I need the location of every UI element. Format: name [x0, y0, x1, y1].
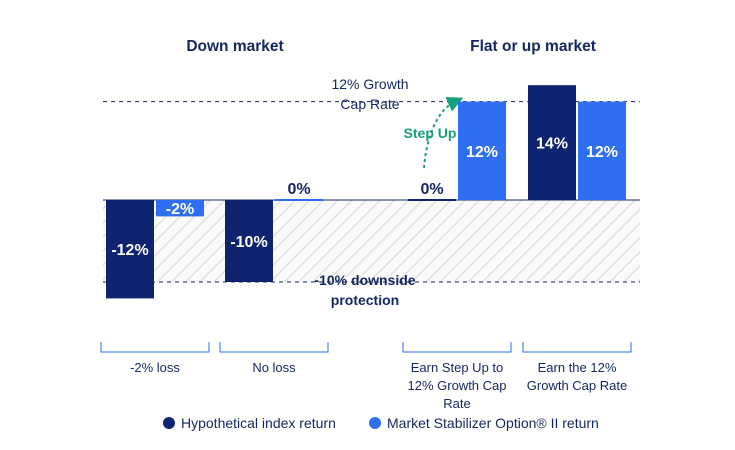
bar-mso-0	[156, 200, 204, 217]
category-brackets-layer	[100, 342, 632, 353]
bar-index-0	[106, 200, 154, 299]
bars-layer	[106, 85, 626, 299]
category-label-0-line0: -2% loss	[130, 360, 180, 375]
bar-label-index-3: 14%	[536, 136, 568, 153]
category-label-2-line2: Rate	[443, 396, 470, 411]
category-bracket-1	[219, 342, 329, 353]
legend: Hypothetical index return Market Stabili…	[163, 415, 599, 431]
bar-mso-2	[458, 101, 506, 200]
group-title-down-market: Down market	[186, 38, 283, 55]
category-label-2-line1: 12% Growth Cap	[408, 378, 507, 393]
downside-label-line2: protection	[331, 292, 399, 308]
category-label-2-line0: Earn Step Up to	[411, 360, 504, 375]
legend-marker-mso	[369, 417, 381, 429]
bar-index-2	[408, 199, 456, 201]
bar-label-mso-0: -2%	[166, 201, 194, 218]
bar-index-1	[225, 200, 273, 282]
legend-label-index: Hypothetical index return	[181, 415, 336, 431]
bar-label-index-1: -10%	[230, 234, 267, 251]
bar-label-mso-3: 12%	[586, 144, 618, 161]
category-label-3-line0: Earn the 12%	[538, 360, 617, 375]
category-bracket-2	[402, 342, 512, 353]
step-up-label: Step Up	[404, 125, 457, 141]
category-labels-layer: -2% loss No loss Earn Step Up to 12% Growth…	[130, 360, 627, 411]
bar-label-mso-1: 0%	[287, 181, 310, 198]
bar-label-index-2: 0%	[420, 181, 443, 198]
downside-label-line1: -10% downside	[314, 272, 415, 288]
bar-label-mso-2: 12%	[466, 144, 498, 161]
legend-label-mso: Market Stabilizer Option® II return	[387, 415, 599, 431]
bar-index-3	[528, 85, 576, 200]
bar-labels-layer: -12% -10% 0% 14% -2% 0% 12% 12%	[111, 136, 618, 260]
category-bracket-3	[522, 342, 632, 353]
bar-label-index-0: -12%	[111, 242, 148, 259]
growth-cap-label-line1: 12% Growth	[331, 76, 408, 92]
growth-cap-label-line2: Cap Rate	[340, 96, 399, 112]
category-label-3-line1: Growth Cap Rate	[527, 378, 627, 393]
bar-mso-1	[275, 199, 323, 201]
bar-mso-3	[578, 101, 626, 200]
category-bracket-0	[100, 342, 210, 353]
group-title-flat-up-market: Flat or up market	[470, 38, 596, 55]
legend-marker-index	[163, 417, 175, 429]
step-up-arrow	[423, 96, 464, 169]
category-label-1-line0: No loss	[252, 360, 296, 375]
